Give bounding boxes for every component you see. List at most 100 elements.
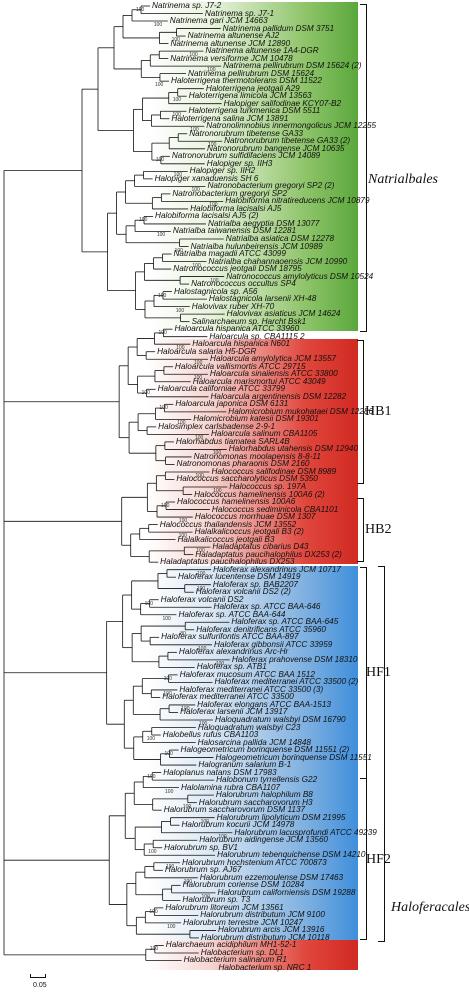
taxon-label: Haloarcula hispanica N601 [192, 339, 291, 349]
taxon-label: Haloferax mucosum ATCC BAA 1512 [179, 669, 315, 679]
bootstrap-value: 100 [156, 232, 166, 239]
taxon-label: Natronococcus jeotgali DSM 18795 [173, 264, 302, 274]
bootstrap-value: 100 [200, 818, 209, 825]
bootstrap-value: 100 [162, 615, 171, 622]
taxon-label: Haloferax denitrificans ATCC 35960 [196, 624, 326, 634]
taxon-label: Halococcus hamelinensis 100A6 [177, 497, 296, 507]
hb1-bracket [357, 340, 364, 484]
hb2-label: HB2 [365, 522, 392, 537]
scale-bar-label: 0.05 [33, 982, 47, 989]
taxon-label: Haloferax volcanii DS2 [160, 594, 244, 604]
taxon-label: Natrinema pellirubrum DSM 15624 [188, 68, 315, 78]
taxon-label: Halobellus rufus CBA1103 [162, 730, 259, 740]
haloferacales-bracket [378, 566, 385, 942]
bootstrap-value: 100 [194, 360, 203, 367]
bootstrap-value: 100 [161, 503, 170, 510]
taxon-label: Halobacterium salinarum R1 [183, 955, 287, 965]
taxon-label: Halococcus saccharolyticus DSM 5350 [176, 474, 318, 484]
bootstrap-value: 100 [189, 52, 198, 59]
taxon-label: Haloplanus natans DSM 17983 [163, 767, 277, 777]
taxon-label: Halorubrum halophilum B8 [215, 790, 313, 800]
bootstrap-value: 100 [172, 112, 181, 119]
taxon-label: Halopiger sp. IIH3 [206, 158, 273, 168]
taxon-label: Natronomonas moolapensis 8-8-11 [193, 451, 321, 461]
taxon-label: Halopiger xanaduensis SH 6 [154, 173, 259, 183]
taxon-label: Halorubrum hochstenium ATCC 700873 [181, 857, 327, 867]
taxon-label: Haloarcula californiae ATCC 33799 [157, 384, 286, 394]
bootstrap-value: 100 [183, 878, 193, 885]
taxon-label: Halorubrum ezzemoulense DSM 17463 [199, 872, 344, 882]
bootstrap-value: 100 [192, 262, 201, 269]
hb1-label: HB1 [365, 404, 392, 419]
taxon-label: Halorubrum arcis JCM 13916 [218, 925, 325, 935]
bootstrap-value: 100 [154, 82, 164, 89]
bootstrap-value: 100 [146, 736, 156, 743]
bootstrap-value: 100 [218, 833, 227, 840]
bootstrap-value: 100 [213, 488, 222, 494]
bootstrap-value: 100 [207, 67, 216, 74]
bootstrap-value: 100 [181, 705, 190, 712]
taxon-label: Haloferax larsenii JCM 13917 [180, 707, 288, 717]
bootstrap-value: 100 [136, 7, 145, 13]
taxon-label: Natrialba taiwanensis DSM 12281 [172, 226, 297, 236]
taxon-label: Halorubrum lipolyticum DSM 21995 [216, 812, 346, 822]
bootstrap-value: 100 [198, 645, 207, 652]
taxon-label: Halorubrum saccharovorum DSM 1137 [163, 805, 306, 815]
taxon-label: Haloarcula argentinensis DSM 12282 [210, 391, 347, 401]
scale-bar [30, 974, 46, 978]
bootstrap-value: 100 [163, 690, 172, 697]
bootstrap-value: 100 [190, 127, 199, 134]
taxon-label: Halobiforma lacisalsi AJ5 [190, 203, 282, 213]
taxon-label: Natronorubrum sulfidifaciens JCM 14089 [171, 151, 321, 161]
bootstrap-value: 100 [182, 803, 192, 810]
taxon-label: Natrialba hulunbeirensis JCM 10989 [190, 241, 323, 251]
taxon-label: Natronorubrum bangense JCM 10635 [206, 143, 345, 153]
taxon-label: Haloferax volcanii DS2 (2) [195, 587, 291, 597]
hf1-label: HF1 [366, 665, 391, 680]
hb2-bracket [357, 498, 364, 562]
bootstrap-value: 100 [193, 375, 203, 382]
bootstrap-value: 100 [196, 585, 206, 592]
bootstrap-value: 100 [195, 472, 204, 479]
taxon-label: Natrialba asiatica DSM 12278 [225, 233, 335, 243]
bootstrap-value: 100 [175, 307, 185, 314]
bootstrap-value: 100 [167, 923, 176, 930]
taxon-label: Haloferax mediterranei ATCC 33500 (3) [179, 684, 324, 694]
taxon-label: Halorubrum kocurii JCM 14978 [181, 820, 295, 830]
bootstrap-value: 100 [210, 277, 219, 284]
taxon-label: Natrialba magadii ATCC 43099 [173, 249, 286, 259]
taxon-label: Halococcus sediminicola CBA1101 [211, 504, 339, 514]
taxon-label: Natrinema altunense AJ2 [187, 31, 280, 41]
taxon-label: Haloarcula marismortui ATCC 43049 [192, 376, 326, 386]
taxon-label: Halolamina rubra CBA1107 [181, 782, 281, 792]
natrialbales-label: Natrialbales [368, 172, 439, 187]
taxon-label: Haloarcula vallismortis ATCC 29715 [174, 361, 306, 371]
taxon-label: Halobiforma lacisalsi AJ5 (2) [155, 211, 259, 221]
taxon-label: Halorubrum tebenquichense DSM 14210 [217, 850, 366, 860]
taxon-label: Haloarcula japonica DSM 6131 [175, 399, 289, 409]
bootstrap-value: 100 [172, 97, 182, 104]
bootstrap-value: 100 [165, 863, 175, 870]
natrialbales-bracket [360, 4, 367, 332]
hf2-bracket [360, 778, 367, 940]
bootstrap-value: 100 [155, 157, 165, 164]
taxon-label: Halalkalicoccus jeotgali B3 (2) [194, 527, 304, 537]
bootstrap-value: 100 [215, 660, 225, 667]
taxon-label: Natrinema pallidum DSM 3751 [222, 23, 335, 33]
bootstrap-value: 100 [174, 247, 183, 254]
taxon-label: Halarchaeum acidiphilum MH1-52-1 [165, 940, 297, 950]
taxon-label: Haloferax sp. BAB2207 [212, 579, 298, 589]
bootstrap-value: 100 [141, 390, 150, 397]
taxon-label: Halococcus sp. 197A [229, 482, 307, 491]
taxon-label: Natrinema sp. J7-1 [204, 8, 275, 18]
taxon-label: Halopiger salifodinae KCY07-B2 [223, 98, 342, 108]
taxon-label: Natrinema altunense 1A4-DGR [205, 46, 319, 56]
taxon-label: Natronomonas pharaonis DSM 2160 [176, 459, 310, 469]
taxon-label: Halorubrum distributum JCM 9100 [200, 910, 325, 920]
bootstrap-value: 100 [194, 435, 204, 442]
taxon-label: Halorubrum litoreum JCM 13561 [165, 902, 284, 912]
taxon-label: Halostagnicola larsenii XH-48 [208, 294, 317, 304]
taxon-label: Haloferax sp. ATCC BAA-644 [178, 609, 286, 619]
